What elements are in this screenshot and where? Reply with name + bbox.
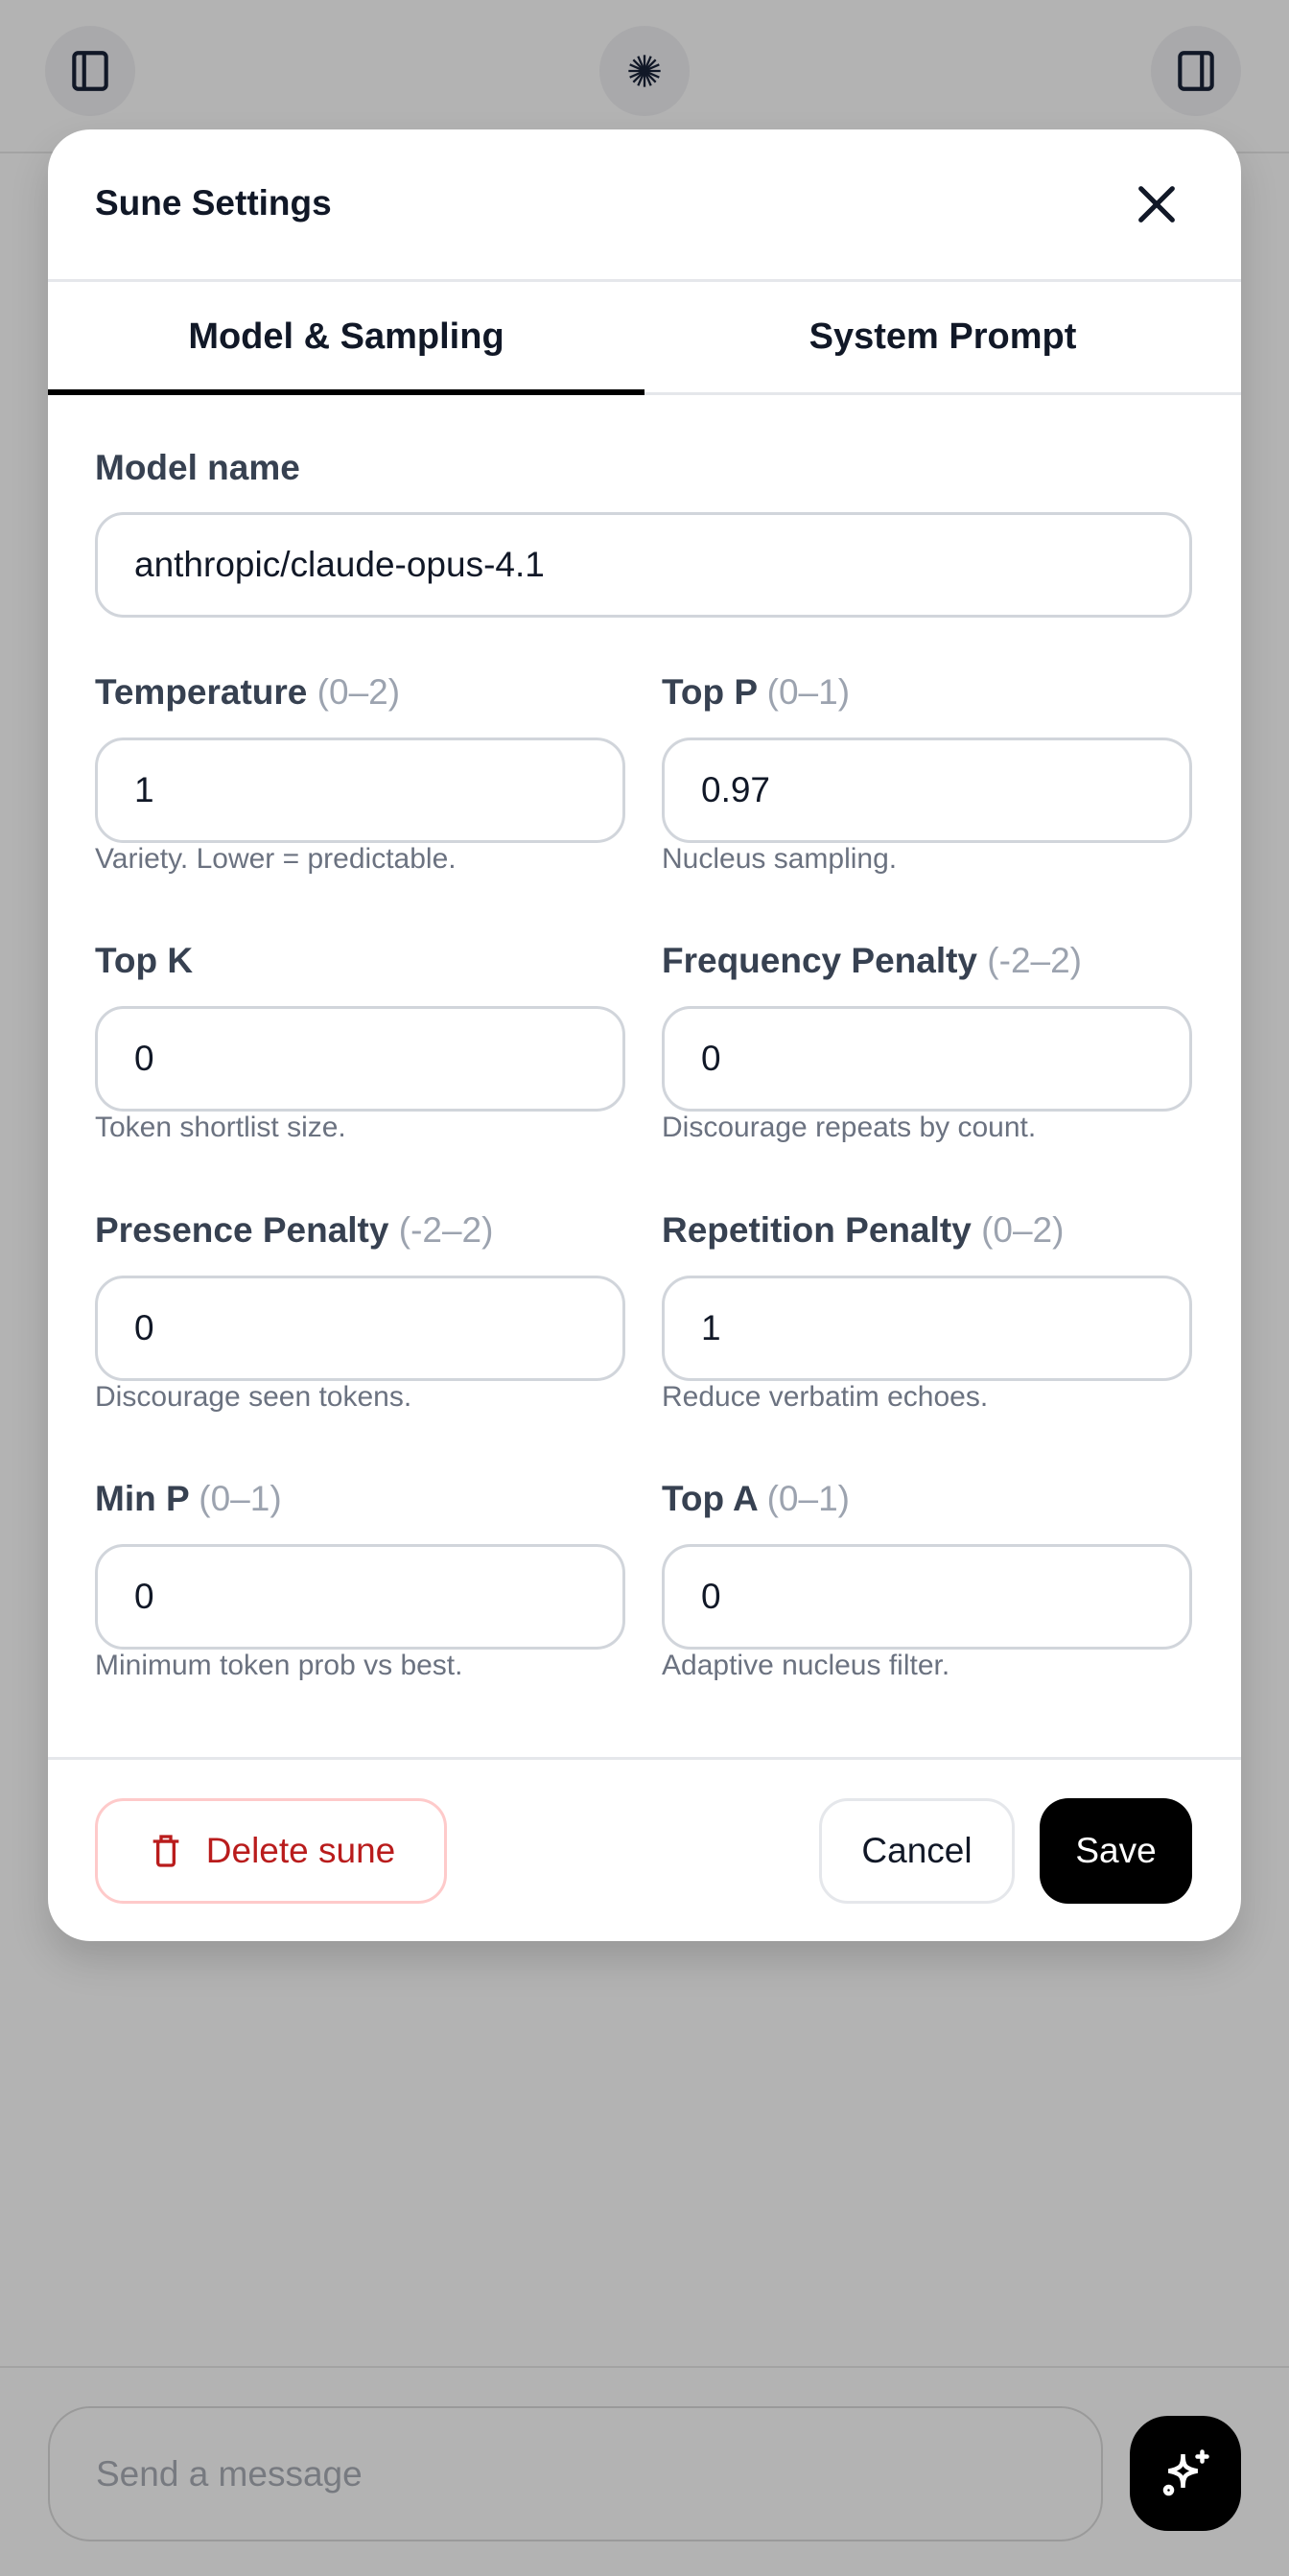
- dialog-title: Sune Settings: [95, 183, 332, 222]
- close-icon[interactable]: [1130, 177, 1184, 231]
- presence-penalty-range: (-2–2): [398, 1210, 494, 1250]
- tab-bar: Model & Sampling System Prompt: [48, 282, 1241, 395]
- frequency-penalty-input[interactable]: 0: [662, 1006, 1192, 1112]
- save-button[interactable]: Save: [1040, 1798, 1192, 1904]
- presence-penalty-help: Discourage seen tokens.: [95, 1381, 412, 1413]
- temperature-help: Variety. Lower = predictable.: [95, 843, 457, 875]
- top-a-label: Top A (0–1): [662, 1479, 850, 1519]
- top-k-label: Top K: [95, 941, 193, 981]
- temperature-range: (0–2): [316, 672, 401, 712]
- sune-settings-dialog: Sune Settings Model & Sampling System Pr…: [48, 129, 1241, 1941]
- min-p-help: Minimum token prob vs best.: [95, 1650, 463, 1681]
- repetition-penalty-label: Repetition Penalty (0–2): [662, 1210, 1064, 1251]
- top-k-input[interactable]: 0: [95, 1006, 625, 1112]
- min-p-label-text: Min P: [95, 1479, 189, 1518]
- temperature-input[interactable]: 1: [95, 738, 625, 843]
- send-button[interactable]: [1130, 2416, 1241, 2531]
- message-input[interactable]: Send a message: [48, 2406, 1103, 2541]
- sparkles-icon: [1162, 2449, 1209, 2496]
- presence-penalty-label: Presence Penalty (-2–2): [95, 1210, 493, 1251]
- top-a-range: (0–1): [766, 1479, 850, 1518]
- temperature-label: Temperature (0–2): [95, 672, 400, 713]
- frequency-penalty-label-text: Frequency Penalty: [662, 941, 978, 980]
- min-p-label: Min P (0–1): [95, 1479, 282, 1519]
- footer-divider: [48, 1757, 1241, 1760]
- top-p-help: Nucleus sampling.: [662, 843, 898, 875]
- presence-penalty-input[interactable]: 0: [95, 1276, 625, 1381]
- trash-icon: [152, 1835, 179, 1867]
- cancel-button[interactable]: Cancel: [819, 1798, 1015, 1904]
- composer: Send a message: [0, 2366, 1289, 2576]
- tab-system-prompt[interactable]: System Prompt: [809, 316, 1077, 357]
- top-k-label-text: Top K: [95, 941, 194, 980]
- top-p-label: Top P (0–1): [662, 672, 850, 713]
- frequency-penalty-label: Frequency Penalty (-2–2): [662, 941, 1082, 981]
- model-name-label: Model name: [95, 448, 300, 487]
- repetition-penalty-range: (0–2): [981, 1210, 1065, 1250]
- toggle-right-sidebar-button[interactable]: [1151, 26, 1241, 116]
- top-p-label-text: Top P: [662, 672, 758, 712]
- frequency-penalty-range: (-2–2): [987, 941, 1082, 980]
- top-a-help: Adaptive nucleus filter.: [662, 1650, 950, 1681]
- tab-model-sampling[interactable]: Model & Sampling: [48, 282, 644, 395]
- model-name-input[interactable]: anthropic/claude-opus-4.1: [95, 512, 1192, 618]
- top-a-input[interactable]: 0: [662, 1544, 1192, 1650]
- top-a-label-text: Top A: [662, 1479, 758, 1518]
- repetition-penalty-label-text: Repetition Penalty: [662, 1210, 972, 1250]
- sidebar-right-icon: [1178, 51, 1214, 91]
- top-k-help: Token shortlist size.: [95, 1112, 346, 1143]
- min-p-range: (0–1): [199, 1479, 282, 1518]
- logo-button[interactable]: [599, 26, 690, 116]
- top-p-range: (0–1): [766, 672, 851, 712]
- presence-penalty-label-text: Presence Penalty: [95, 1210, 389, 1250]
- top-bar: [0, 0, 1289, 153]
- temperature-label-text: Temperature: [95, 672, 308, 712]
- min-p-input[interactable]: 0: [95, 1544, 625, 1650]
- delete-sune-label: Delete sune: [205, 1831, 396, 1870]
- dialog-header: Sune Settings: [48, 129, 1241, 282]
- repetition-penalty-help: Reduce verbatim echoes.: [662, 1381, 989, 1413]
- starburst-logo-icon: [628, 55, 661, 87]
- frequency-penalty-help: Discourage repeats by count.: [662, 1112, 1037, 1143]
- sidebar-left-icon: [72, 51, 108, 91]
- toggle-left-sidebar-button[interactable]: [45, 26, 135, 116]
- delete-sune-button[interactable]: Delete sune: [95, 1798, 447, 1904]
- repetition-penalty-input[interactable]: 1: [662, 1276, 1192, 1381]
- top-p-input[interactable]: 0.97: [662, 738, 1192, 843]
